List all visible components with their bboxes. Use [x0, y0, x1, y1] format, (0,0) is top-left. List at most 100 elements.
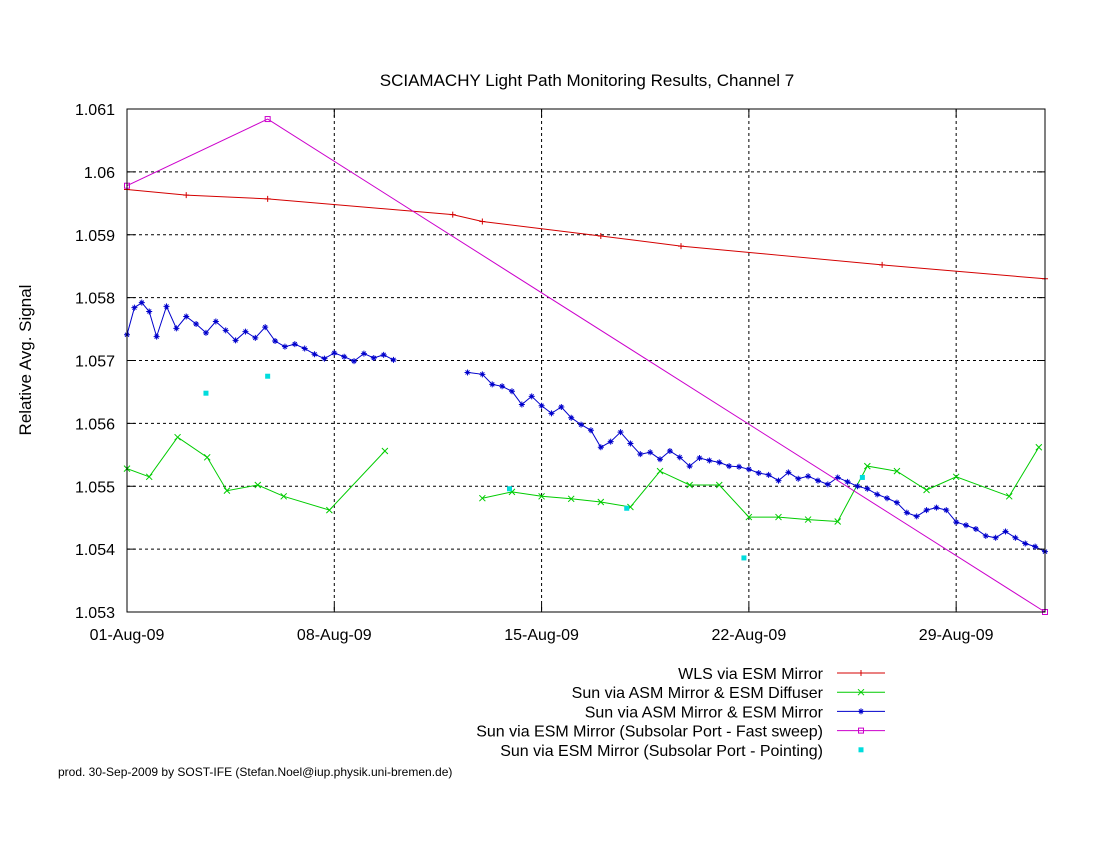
data-point: [874, 491, 881, 498]
data-point: [834, 518, 842, 525]
data-point: [893, 467, 901, 475]
data-point: [489, 381, 496, 388]
data-point: [499, 383, 506, 390]
data-point: [567, 495, 575, 503]
data-point: [281, 343, 288, 350]
data-point: [834, 474, 841, 481]
series-4: [124, 116, 1048, 615]
y-tick-label: 1.06: [84, 165, 115, 182]
y-tick-label: 1.056: [75, 416, 115, 433]
series-line: [126, 189, 1046, 280]
data-point: [686, 481, 693, 489]
data-point: [202, 329, 209, 336]
data-point: [223, 487, 231, 495]
data-point: [1012, 534, 1019, 541]
data-point: [311, 351, 318, 358]
y-tick-label: 1.057: [75, 354, 115, 371]
data-series: [123, 116, 1048, 615]
data-point: [203, 390, 209, 396]
data-point: [913, 513, 920, 520]
data-point: [390, 356, 397, 363]
data-point: [715, 481, 723, 489]
data-point: [153, 333, 160, 340]
data-point: [706, 457, 713, 464]
data-point: [380, 351, 387, 358]
data-point: [864, 485, 871, 492]
data-point: [775, 513, 782, 521]
data-point: [568, 414, 575, 421]
legend-marker: [858, 708, 864, 715]
data-point: [242, 328, 249, 335]
series-2: [123, 433, 1043, 525]
data-point: [203, 453, 211, 461]
data-point: [963, 522, 970, 529]
footer-credit: prod. 30-Sep-2009 by SOST-IFE (Stefan.No…: [58, 765, 452, 779]
legend: WLS via ESM Mirror Sun via ASM Mirror & E…: [476, 666, 885, 760]
data-point: [982, 532, 989, 539]
data-point: [617, 429, 624, 436]
data-point: [678, 243, 685, 250]
series-line: [482, 447, 1040, 523]
series-line: [126, 302, 394, 362]
data-point: [953, 519, 960, 526]
data-point: [232, 337, 239, 344]
grid: [127, 109, 1045, 612]
data-point: [578, 421, 585, 428]
data-point: [183, 192, 190, 199]
data-point: [370, 354, 377, 361]
data-point: [741, 555, 747, 561]
data-point: [863, 462, 871, 470]
data-point: [795, 475, 802, 482]
data-point: [859, 474, 865, 480]
data-point: [666, 448, 673, 455]
data-point: [854, 483, 861, 490]
data-point: [624, 505, 630, 511]
data-point: [321, 355, 328, 362]
data-point: [627, 440, 634, 447]
series-line: [126, 118, 1046, 613]
data-point: [903, 509, 910, 516]
y-tick-label: 1.054: [75, 542, 115, 559]
data-point: [341, 353, 348, 360]
data-point: [686, 463, 693, 470]
data-point: [131, 304, 138, 311]
data-point: [1002, 528, 1009, 535]
data-point: [597, 444, 604, 451]
legend-label: Sun via ESM Mirror (Subsolar Port - Fast…: [476, 724, 823, 741]
data-point: [449, 211, 456, 218]
y-tick-label: 1.053: [75, 605, 115, 622]
data-point: [518, 401, 525, 408]
data-point: [933, 504, 940, 511]
data-point: [804, 516, 812, 523]
data-point: [745, 513, 753, 521]
data-point: [138, 299, 145, 306]
data-point: [597, 498, 605, 506]
data-point: [844, 478, 851, 485]
data-point: [657, 456, 664, 463]
data-point: [163, 303, 170, 310]
legend-label: Sun via ASM Mirror & ESM Diffuser: [572, 685, 824, 702]
data-point: [173, 325, 180, 332]
x-tick-label: 01-Aug-09: [90, 627, 165, 644]
data-point: [736, 463, 742, 470]
data-point: [262, 324, 269, 331]
data-point: [972, 526, 979, 533]
data-point: [716, 459, 723, 466]
data-point: [745, 466, 752, 473]
series-1: [124, 186, 1048, 282]
data-point: [656, 467, 664, 475]
data-point: [548, 410, 555, 417]
data-point: [301, 345, 308, 352]
data-point: [923, 507, 930, 514]
data-point: [755, 470, 762, 477]
data-point: [597, 233, 604, 240]
legend-label: Sun via ESM Mirror (Subsolar Port - Poin…: [500, 743, 823, 760]
data-point: [814, 477, 821, 484]
legend-label: WLS via ESM Mirror: [678, 666, 824, 683]
data-point: [464, 369, 471, 376]
data-point: [824, 481, 831, 488]
data-point: [252, 334, 259, 341]
data-point: [254, 481, 262, 489]
data-point: [538, 402, 545, 409]
data-point: [805, 473, 812, 480]
